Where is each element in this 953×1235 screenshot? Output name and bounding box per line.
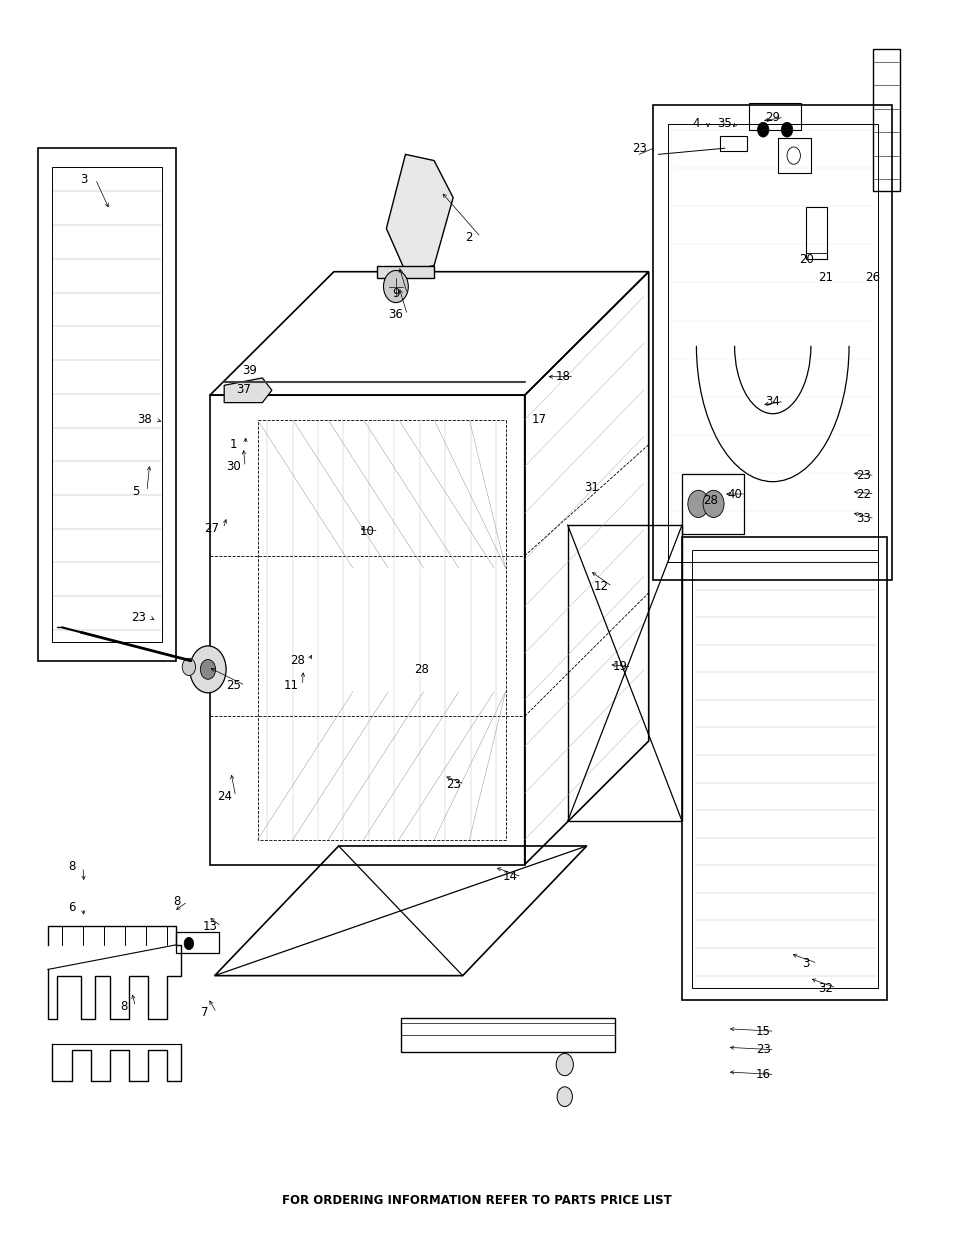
Bar — [720, 136, 746, 151]
Text: 20: 20 — [798, 253, 813, 266]
Text: 28: 28 — [414, 663, 429, 676]
Text: 25: 25 — [226, 679, 241, 692]
Circle shape — [757, 122, 768, 137]
Bar — [400, 1023, 615, 1035]
Text: 35: 35 — [717, 117, 732, 130]
Text: 34: 34 — [764, 395, 780, 408]
Text: 30: 30 — [226, 461, 241, 473]
Text: 4: 4 — [692, 117, 700, 130]
Polygon shape — [224, 378, 272, 403]
Text: 19: 19 — [612, 661, 627, 673]
Text: 8: 8 — [120, 1000, 128, 1013]
Text: 37: 37 — [235, 383, 251, 395]
Bar — [52, 167, 162, 642]
Text: FOR ORDERING INFORMATION REFER TO PARTS PRICE LIST: FOR ORDERING INFORMATION REFER TO PARTS … — [282, 1194, 671, 1207]
Text: 2: 2 — [465, 231, 473, 243]
Text: 38: 38 — [137, 414, 152, 426]
Text: 27: 27 — [204, 522, 219, 535]
Circle shape — [781, 122, 792, 137]
Bar — [777, 138, 810, 173]
Circle shape — [557, 1087, 572, 1107]
Text: 5: 5 — [132, 485, 139, 498]
Text: 1: 1 — [230, 438, 237, 451]
Text: 3: 3 — [80, 173, 88, 185]
Text: 26: 26 — [864, 272, 880, 284]
Text: 28: 28 — [702, 494, 718, 506]
Bar — [681, 537, 886, 1000]
Text: 39: 39 — [242, 364, 257, 377]
Text: 8: 8 — [68, 861, 75, 873]
Bar — [805, 207, 826, 259]
Bar — [400, 1018, 615, 1052]
Text: 12: 12 — [593, 580, 608, 593]
Circle shape — [182, 658, 195, 676]
Text: 23: 23 — [855, 469, 870, 482]
Text: 23: 23 — [131, 611, 146, 624]
Text: 24: 24 — [216, 790, 232, 803]
Circle shape — [190, 646, 226, 693]
Text: 23: 23 — [445, 778, 460, 790]
Bar — [681, 474, 743, 534]
Bar — [748, 103, 801, 130]
Circle shape — [702, 490, 723, 517]
Text: 29: 29 — [764, 111, 780, 124]
Text: 9: 9 — [392, 288, 399, 300]
Text: 32: 32 — [817, 982, 832, 994]
Bar — [872, 49, 899, 191]
Text: 33: 33 — [855, 513, 870, 525]
Circle shape — [200, 659, 215, 679]
Text: 16: 16 — [755, 1068, 770, 1081]
Text: 23: 23 — [631, 142, 646, 154]
Text: 11: 11 — [283, 679, 298, 692]
Polygon shape — [376, 266, 434, 278]
Text: 40: 40 — [726, 488, 741, 500]
Text: 3: 3 — [801, 957, 809, 969]
Bar — [176, 932, 219, 953]
Text: 10: 10 — [359, 525, 375, 537]
Text: 18: 18 — [555, 370, 570, 383]
Bar — [38, 148, 176, 661]
Circle shape — [383, 270, 408, 303]
Polygon shape — [386, 154, 453, 272]
Text: 23: 23 — [755, 1044, 770, 1056]
Bar — [691, 550, 877, 988]
Text: 28: 28 — [290, 655, 305, 667]
Circle shape — [687, 490, 708, 517]
Text: 22: 22 — [855, 488, 870, 500]
Text: 14: 14 — [502, 871, 517, 883]
Text: 36: 36 — [388, 309, 403, 321]
Text: 31: 31 — [583, 482, 598, 494]
Text: 13: 13 — [202, 920, 217, 932]
Circle shape — [184, 937, 193, 950]
Text: 21: 21 — [817, 272, 832, 284]
Text: 6: 6 — [68, 902, 75, 914]
Text: 8: 8 — [172, 895, 180, 908]
Circle shape — [556, 1053, 573, 1076]
Text: 7: 7 — [201, 1007, 209, 1019]
Text: 15: 15 — [755, 1025, 770, 1037]
Text: 17: 17 — [531, 414, 546, 426]
